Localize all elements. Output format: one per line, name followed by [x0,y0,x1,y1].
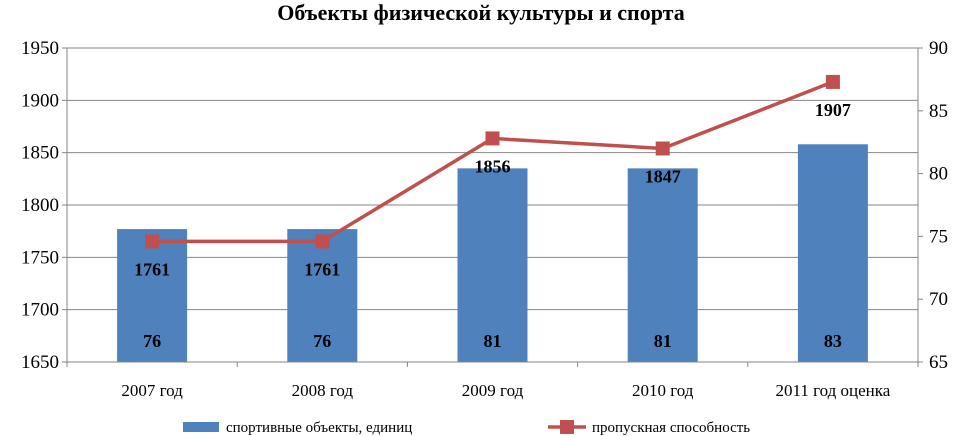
right-tick-label: 75 [929,226,948,247]
axes: 1650 1700 1750 1800 1850 1900 1950 65 70 75 80 85 90… [21,38,948,400]
bar-series [117,144,868,362]
line-data-label: 1847 [645,166,681,186]
x-tick-label: 2008 год [292,381,354,400]
left-tick-label: 1850 [21,143,59,164]
line-data-label: 1761 [304,259,340,279]
left-tick-label: 1700 [21,300,59,321]
bar [287,229,358,362]
right-tick-label: 80 [929,164,948,185]
bar-data-label: 81 [484,331,502,351]
left-tick-label: 1950 [21,38,59,59]
line-data-label: 1856 [475,156,511,176]
bar-data-label: 76 [143,331,161,351]
line-series [145,74,840,249]
chart-title: Объекты физической культуры и спорта [277,0,685,25]
x-tick-label: 2007 год [121,381,183,400]
line-data-label: 1761 [134,259,170,279]
left-tick-label: 1750 [21,247,59,268]
line-marker [485,131,500,146]
bar-data-label: 76 [313,331,331,351]
x-tick-label: 2010 год [632,381,694,400]
right-tick-label: 85 [929,101,948,122]
line-data-label: 1907 [815,100,851,120]
bar [117,229,188,362]
right-tick-label: 65 [929,352,948,373]
legend-label-bar: спортивные объекты, единиц [226,420,412,436]
legend-label-line: пропускная способность [592,420,750,436]
line-marker [315,234,330,249]
data-labels: 76 76 81 81 83 1761 1761 1856 1847 1907 [134,100,851,351]
legend-swatch-bar [183,422,219,432]
left-tick-label: 1800 [21,195,59,216]
left-tick-label: 1900 [21,90,59,111]
bar-data-label: 81 [654,331,672,351]
line-marker [825,74,840,89]
x-tick-label: 2009 год [462,381,524,400]
line-marker [145,234,160,249]
bar [627,168,698,362]
x-tick-label: 2011 год оценка [775,381,890,400]
right-tick-label: 90 [929,38,948,59]
legend-swatch-marker [560,420,574,434]
legend: спортивные объекты, единиц пропускная спо… [183,420,750,436]
line-marker [655,141,670,156]
bar [457,168,528,362]
right-tick-label: 70 [929,289,948,310]
left-tick-label: 1650 [21,352,59,373]
bar [797,144,868,362]
bar-data-label: 83 [824,331,842,351]
